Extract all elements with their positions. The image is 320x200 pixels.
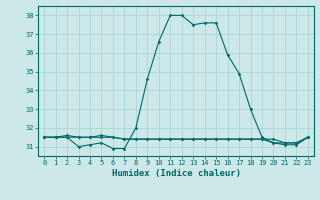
X-axis label: Humidex (Indice chaleur): Humidex (Indice chaleur) [111, 169, 241, 178]
